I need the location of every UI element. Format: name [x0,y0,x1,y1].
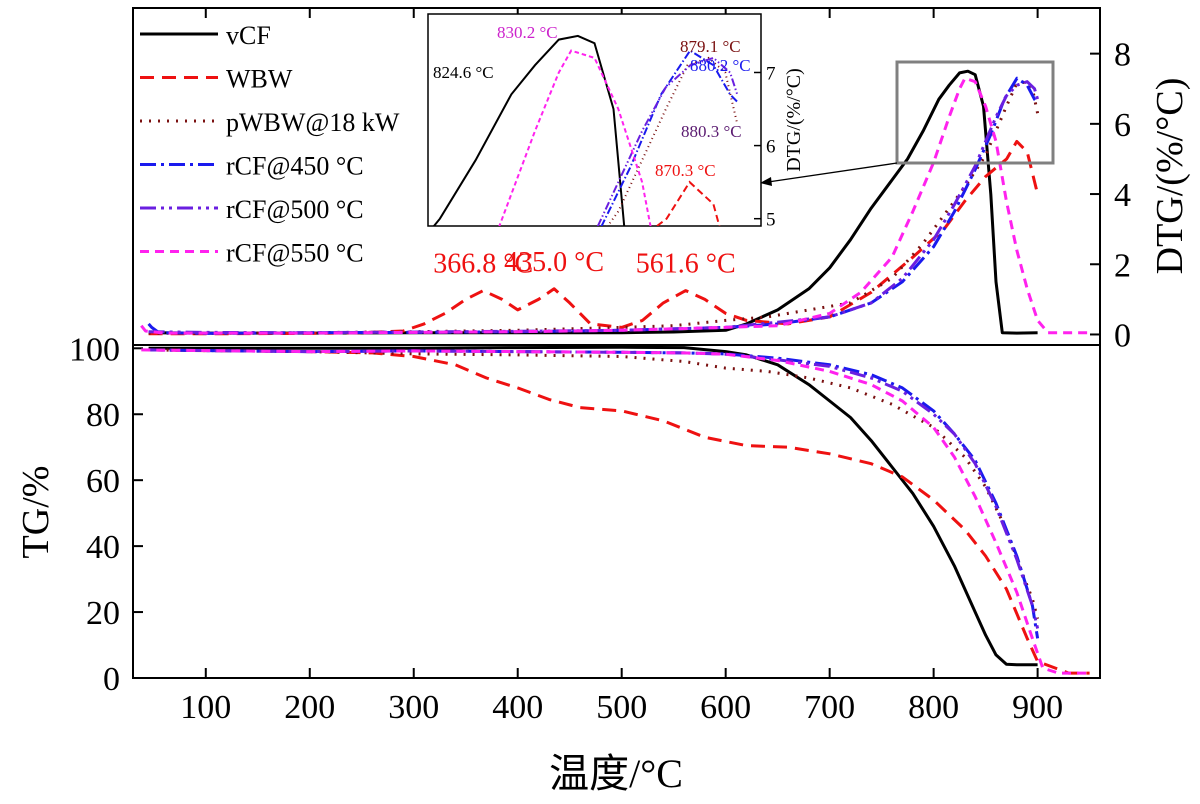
dtg-tick-label: 0 [1114,317,1131,354]
x-tick-label: 600 [700,689,751,726]
tg-tick-label: 100 [69,331,120,368]
tg-tick-label: 40 [86,529,120,566]
inset-line-rcf-500-c [596,56,739,226]
x-tick-label: 700 [804,689,855,726]
legend-label: pWBW@18 kW [226,108,400,137]
legend-label: WBW [226,65,293,94]
legend-label: rCF@500 °C [226,195,364,224]
tg-tick-label: 0 [103,661,120,698]
tg-line-vcf [148,345,1038,667]
tg-tick-label: 60 [86,463,120,500]
dtg-tick-label: 6 [1114,107,1131,144]
inset-annotation-880-2: 880.2 °C [690,56,751,75]
x-tick-label: 800 [908,689,959,726]
dtg-axis-label: DTG/(%/°C) [1149,78,1191,275]
inset-tick-label: 6 [766,137,776,158]
x-tick-label: 200 [284,689,335,726]
dtg-tick-label: 2 [1114,247,1131,284]
inset-ylabel: DTG/(%/°C) [783,68,805,172]
zoom-arrow [767,162,898,183]
tg-axis-label: TG/% [15,466,57,559]
zoom-box [895,60,1055,165]
inset-line-vcf [432,34,626,226]
inset-annotation-824-6: 824.6 °C [433,63,494,82]
tg-tick-label: 80 [86,397,120,434]
tg-line-rcf-500-c [148,348,1040,629]
plot-frame [132,7,1101,679]
peak-label: 435.0 °C [504,247,604,278]
x-tick-label: 900 [1012,689,1063,726]
tg-line-rcf-550-c [141,348,1090,675]
dtg-tick-label: 8 [1114,37,1131,74]
dtg-line-wbw [148,139,1040,336]
legend: vCF WBW pWBW@18 kW rCF@450 °C rCF@500 °C rCF@… [140,21,400,268]
x-tick-label: 400 [492,689,543,726]
legend-label: vCF [226,21,271,50]
inset-annotation-879-1: 879.1 °C [680,37,741,56]
x-tick-label: 500 [596,689,647,726]
inset-line-wbw [655,180,721,226]
inset-annotation-880-3: 880.3 °C [681,122,742,141]
peak-label: 366.8 °C [433,249,533,280]
inset-annotation-830-2: 830.2 °C [497,23,558,42]
inset-line-rcf-450-c [600,49,738,226]
x-tick-label: 300 [388,689,439,726]
dtg-tick-label: 4 [1114,177,1131,214]
tg-line-wbw [148,348,1090,675]
dtg-line-vcf [148,69,1038,335]
legend-label: rCF@550 °C [226,239,364,268]
inset-frame [427,13,762,227]
dtg-line-rcf-550-c [140,76,1090,335]
inset-annotation-870-3: 870.3 °C [655,161,716,180]
peak-label: 561.6 °C [636,249,736,280]
inset-line-rcf-550-c [498,49,652,226]
x-axis-label: 温度/°C [549,751,683,796]
inset-plot: 5 6 7 DTG/(%/°C) 830.2 °C 824.6 °C 879.1 °… [427,13,805,231]
inset-tick-label: 5 [766,210,776,231]
tg-tick-label: 20 [86,595,120,632]
inset-tick-label: 7 [766,63,776,84]
zoom-arrow-head [760,177,772,186]
legend-label: rCF@450 °C [226,152,364,181]
x-tick-label: 100 [180,689,231,726]
